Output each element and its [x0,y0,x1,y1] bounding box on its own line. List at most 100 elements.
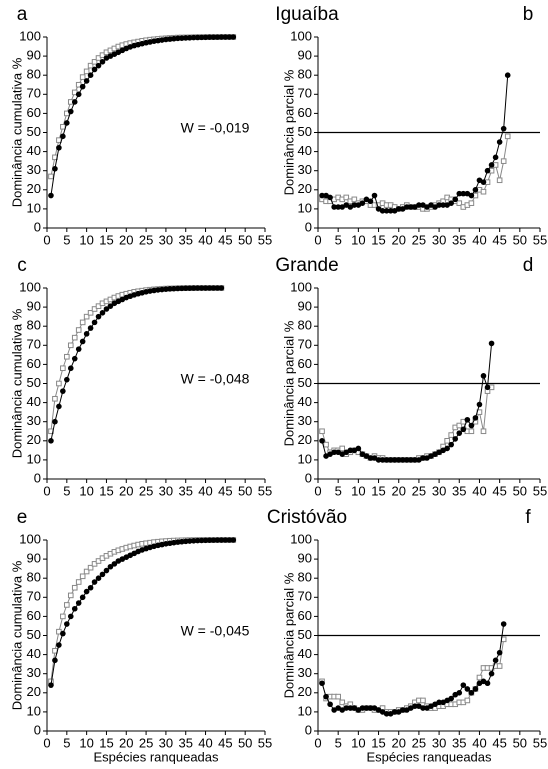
point [484,680,491,687]
series-line [321,343,493,461]
point [190,537,197,544]
point [476,674,483,681]
series-line [321,136,509,210]
point [452,196,459,203]
x-tick-label: 55 [258,483,272,498]
point [56,642,62,648]
x-tick-label: 50 [513,483,527,498]
y-tick-label: 10 [27,200,41,215]
y-tick-label: 50 [298,375,312,390]
x-tick-label: 10 [79,735,93,750]
point [202,285,209,291]
point [83,68,90,75]
point [99,59,106,65]
x-tick-label: 40 [472,232,486,247]
point [456,690,463,696]
x-tick-label: 10 [79,232,93,247]
x-tick-label: 45 [492,232,506,247]
y-tick-label: 80 [27,67,41,82]
point [48,192,54,199]
y-tick-label: 100 [290,279,312,294]
point [500,621,507,627]
y-tick-label: 90 [298,299,312,314]
point [214,34,221,40]
point [67,342,74,349]
y-tick-label: 100 [19,279,41,294]
point [391,709,398,715]
point [327,701,333,708]
point [456,422,463,429]
point [99,310,106,316]
point [48,173,54,180]
point [71,334,78,341]
y-tick-label: 80 [27,570,41,585]
point [95,575,102,581]
annotation: W = -0,019 [181,120,250,136]
point [194,285,201,291]
point [480,428,487,435]
point [319,192,325,199]
series-line [50,539,234,686]
point [182,285,189,292]
x-tick-label: 50 [238,483,252,498]
point [319,680,325,687]
point [190,34,197,41]
y-tick-label: 10 [298,200,312,215]
point [319,438,325,444]
point [371,192,378,199]
point [83,588,90,595]
point [71,584,78,591]
y-tick-label: 30 [298,665,312,680]
x-tick-label: 40 [472,483,486,498]
y-tick-label: 50 [27,124,41,139]
point [468,192,475,199]
point [468,428,475,435]
point [103,306,110,312]
point [472,686,479,692]
y-tick-label: 90 [27,551,41,566]
panel-letter: a [17,4,28,25]
point [420,705,426,711]
point [60,613,66,620]
series-line [50,36,234,196]
y-tick-label: 40 [298,646,312,661]
point [323,441,329,448]
y-tick-label: 0 [34,722,41,737]
point [484,384,491,391]
y-axis-label: Dominância parcial % [281,572,296,698]
point [363,705,370,711]
point [198,285,205,291]
point [480,373,487,379]
point [468,422,475,429]
point [56,144,62,151]
point [448,200,455,206]
x-tick-label: 30 [432,735,446,750]
panel-letter: b [523,4,534,25]
point [468,200,475,206]
point [95,55,102,61]
x-tick-label: 30 [432,232,446,247]
point [64,353,70,360]
point [367,198,374,205]
point [95,303,102,309]
point [420,697,426,704]
point [391,457,398,463]
point [103,567,110,574]
x-tick-label: 25 [412,483,426,498]
point [87,564,94,571]
point [367,455,374,461]
point [359,705,366,711]
point [444,438,450,444]
point [504,72,511,78]
y-tick-label: 100 [19,531,41,546]
x-tick-label: 15 [99,483,113,498]
y-tick-label: 40 [298,143,312,158]
point [484,167,491,174]
point [347,447,354,454]
point [351,202,358,208]
point [452,436,459,442]
point [420,455,426,461]
point [87,310,94,316]
x-tick-label: 5 [63,483,70,498]
